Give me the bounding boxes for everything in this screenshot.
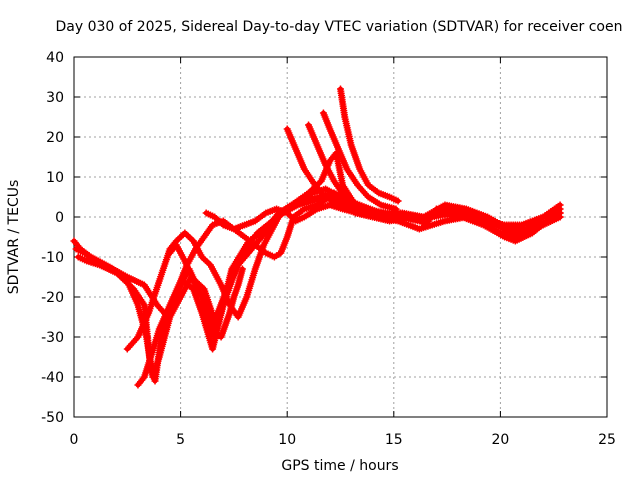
y-tick-label: 10: [46, 170, 64, 186]
series-track-7: [166, 241, 246, 341]
data-series: [70, 85, 564, 389]
y-tick-label: -20: [41, 290, 64, 306]
y-tick-label: 20: [46, 130, 64, 146]
data-point: [392, 205, 400, 213]
data-point: [556, 201, 564, 209]
series-track-8: [283, 125, 389, 217]
y-tick-label: -40: [41, 370, 64, 386]
y-tick-label: -30: [41, 330, 64, 346]
x-tick-label: 0: [70, 432, 79, 448]
data-point: [556, 213, 564, 221]
axis-ticks: 0 5 10 15 20 25 40 30 20 10 0 -10 -20 -30 -40 -50: [41, 50, 616, 448]
series-track-11: [337, 85, 402, 205]
data-point: [394, 197, 402, 205]
x-tick-label: 25: [598, 432, 616, 448]
data-point: [198, 284, 206, 291]
series-track-9: [305, 121, 394, 221]
y-tick-label: -10: [41, 250, 64, 266]
plot-frame: [73, 56, 608, 418]
y-tick-label: 0: [55, 210, 64, 226]
x-tick-label: 20: [491, 432, 509, 448]
data-point: [386, 213, 394, 221]
x-tick-label: 5: [176, 432, 185, 448]
series-track-10: [319, 109, 400, 213]
y-tick-label: 30: [46, 90, 64, 106]
y-axis-label: SDTVAR / TECUs: [6, 180, 22, 295]
x-tick-label: 15: [385, 432, 403, 448]
y-tick-label: -50: [41, 410, 64, 426]
x-tick-label: 10: [278, 432, 296, 448]
data-point: [167, 247, 175, 255]
chart-title: Day 030 of 2025, Sidereal Day-to-day VTE…: [56, 19, 623, 35]
y-tick-label: 40: [46, 50, 64, 66]
data-point: [166, 249, 174, 257]
data-point: [139, 375, 147, 383]
x-axis-label: GPS time / hours: [281, 458, 398, 474]
